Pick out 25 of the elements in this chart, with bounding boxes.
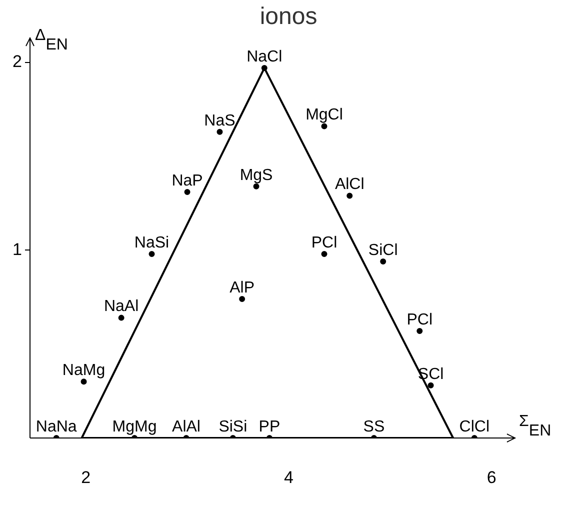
annotation: PCl: [311, 234, 338, 252]
x-tick-label: 2: [81, 468, 91, 487]
annotation: PCl: [406, 311, 433, 328]
annotation: SiCl: [368, 242, 398, 259]
x-tick-label: 4: [284, 468, 294, 487]
annotation: SS: [363, 418, 385, 436]
annotation: MgCl: [306, 106, 343, 124]
annotation: NaAl: [104, 298, 139, 316]
annotation: NaCl: [246, 48, 282, 66]
annotation: AlCl: [334, 176, 364, 194]
annotation: SiSi: [218, 418, 248, 436]
x-tick-label: 6: [486, 468, 496, 487]
y-tick-label: 1: [12, 240, 22, 259]
annotation: ClCl: [459, 418, 490, 436]
annotation: NaP: [172, 172, 203, 190]
annotation: AlP: [230, 279, 255, 296]
annotation: NaS: [204, 112, 236, 130]
annotation: AlAl: [172, 418, 200, 436]
annotation: MgMg: [112, 418, 157, 436]
annotation: PP: [258, 418, 280, 436]
annotation: MgS: [240, 166, 273, 184]
chart-title: ionos: [260, 3, 318, 30]
annotation: NaSi: [134, 234, 170, 252]
annotation: NaNa: [36, 418, 77, 436]
annotation: NaMg: [62, 362, 106, 380]
